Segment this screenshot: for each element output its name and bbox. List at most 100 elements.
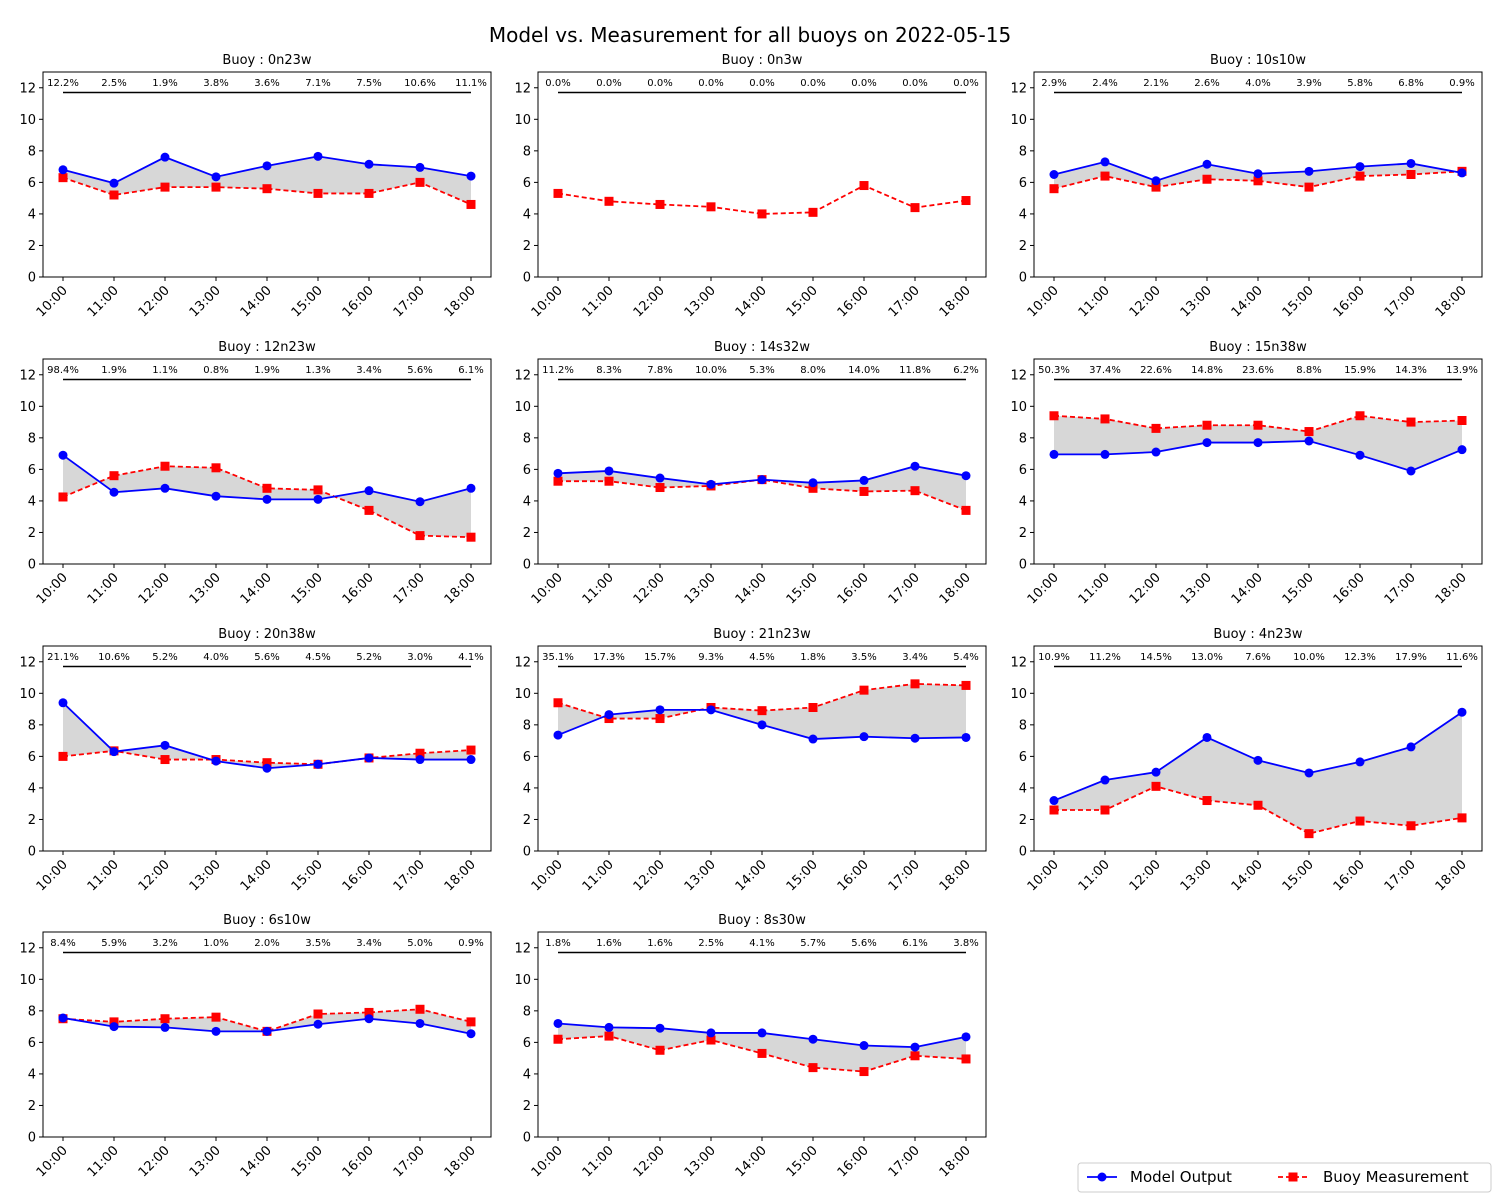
measurement-point: [415, 748, 425, 758]
model-point: [553, 1018, 563, 1028]
model-point: [859, 732, 869, 742]
x-tick-label: 12:00: [631, 570, 668, 607]
measurement-point: [961, 1054, 971, 1064]
measurement-point: [160, 755, 170, 765]
model-point: [58, 698, 68, 708]
percent-label: 3.8%: [203, 78, 228, 89]
percent-label: 4.0%: [203, 652, 228, 663]
model-point: [808, 1034, 818, 1044]
percent-label: 3.9%: [1296, 78, 1321, 89]
x-tick-label: 13:00: [187, 570, 224, 607]
x-tick-label: 13:00: [682, 857, 719, 894]
percent-label: 3.6%: [254, 78, 279, 89]
percent-label: 0.9%: [458, 938, 483, 949]
measurement-point: [961, 196, 971, 206]
x-tick-label: 12:00: [136, 283, 173, 320]
measurement-point: [1253, 800, 1263, 810]
measurement-point: [808, 483, 818, 493]
y-tick-label: 12: [19, 941, 36, 956]
x-tick-label: 11:00: [580, 1143, 617, 1180]
model-point: [160, 483, 170, 493]
x-tick-label: 10:00: [529, 283, 566, 320]
x-tick-label: 11:00: [580, 570, 617, 607]
x-tick-label: 17:00: [886, 283, 923, 320]
model-point: [415, 755, 425, 765]
measurement-point: [1202, 174, 1212, 184]
y-tick-label: 2: [523, 1099, 531, 1114]
measurement-point: [1151, 182, 1161, 192]
percent-label: 11.8%: [899, 365, 931, 376]
x-tick-label: 13:00: [1178, 857, 1215, 894]
measurement-line: [62, 749, 472, 766]
measurement-point: [262, 483, 272, 493]
model-point: [364, 159, 374, 169]
measurement-point: [415, 177, 425, 187]
percent-label: 7.5%: [356, 78, 381, 89]
measurement-point: [466, 199, 476, 209]
model-point: [313, 1019, 323, 1029]
percent-label: 1.6%: [596, 938, 621, 949]
y-tick-label: 12: [19, 81, 36, 96]
model-point: [1406, 742, 1416, 752]
x-tick-label: 11:00: [580, 857, 617, 894]
y-tick-label: 6: [28, 1036, 36, 1051]
y-tick-label: 4: [523, 494, 531, 509]
subplot-title: Buoy : 4n23w: [1213, 627, 1303, 642]
percent-label: 1.9%: [254, 365, 279, 376]
x-tick-label: 10:00: [1025, 283, 1062, 320]
y-tick-label: 8: [1019, 718, 1027, 733]
percent-label: 23.6%: [1242, 365, 1274, 376]
percent-label: 4.5%: [305, 652, 330, 663]
measurement-point: [415, 1004, 425, 1014]
y-tick-label: 0: [1019, 558, 1027, 573]
y-tick-label: 10: [514, 687, 531, 702]
model-point: [604, 466, 614, 476]
y-tick-label: 12: [1010, 368, 1027, 383]
model-point: [211, 491, 221, 501]
y-tick-label: 4: [1019, 781, 1027, 796]
y-tick-label: 6: [523, 1036, 531, 1051]
measurement-point: [910, 1051, 920, 1061]
y-tick-label: 4: [523, 207, 531, 222]
measurement-point: [1202, 420, 1212, 430]
percent-label: 8.8%: [1296, 365, 1321, 376]
x-tick-label: 17:00: [391, 1143, 428, 1180]
percent-label: 12.3%: [1344, 652, 1376, 663]
measurement-point: [364, 188, 374, 198]
percent-label: 22.6%: [1140, 365, 1172, 376]
model-point: [1049, 170, 1059, 179]
subplot-title: Buoy : 6s10w: [223, 913, 311, 928]
percent-label: 2.5%: [101, 78, 126, 89]
percent-label: 14.3%: [1395, 365, 1427, 376]
x-tick-label: 11:00: [85, 857, 122, 894]
x-tick-label: 11:00: [85, 570, 122, 607]
percent-label: 5.4%: [953, 652, 978, 663]
x-tick-label: 16:00: [340, 1143, 377, 1180]
subplot-0: Buoy : 0n23w 12.2% 2.5% 1.9% 3.8% 3.6% 7.1% 7.5…: [19, 53, 492, 320]
y-tick-label: 6: [28, 750, 36, 765]
y-tick-label: 6: [523, 463, 531, 478]
percent-label: 0.0%: [545, 78, 570, 89]
percent-label: 5.6%: [851, 938, 876, 949]
measurement-point: [655, 1045, 665, 1055]
x-tick-label: 18:00: [442, 1143, 479, 1180]
measurement-point: [58, 492, 68, 502]
y-tick-label: 8: [1019, 144, 1027, 159]
subplot-title: Buoy : 15n38w: [1209, 340, 1307, 355]
percent-label: 11.2%: [542, 365, 574, 376]
measurement-point: [859, 685, 869, 695]
measurement-point: [1406, 170, 1416, 179]
percent-label: 0.0%: [647, 78, 672, 89]
percent-label: 50.3%: [1038, 365, 1070, 376]
legend-frame: [1077, 1162, 1492, 1193]
model-point: [757, 720, 767, 730]
percent-label: 13.9%: [1446, 365, 1478, 376]
model-point: [859, 475, 869, 485]
model-point: [655, 473, 665, 483]
model-point: [910, 733, 920, 743]
subplot-10: Buoy : 8s30w 1.8% 1.6% 1.6% 2.5% 4.1% 5.7% 5.6%…: [514, 913, 987, 1180]
measurement-point: [109, 1017, 119, 1027]
y-tick-label: 8: [523, 144, 531, 159]
y-tick-label: 6: [523, 750, 531, 765]
y-tick-label: 0: [523, 845, 531, 860]
